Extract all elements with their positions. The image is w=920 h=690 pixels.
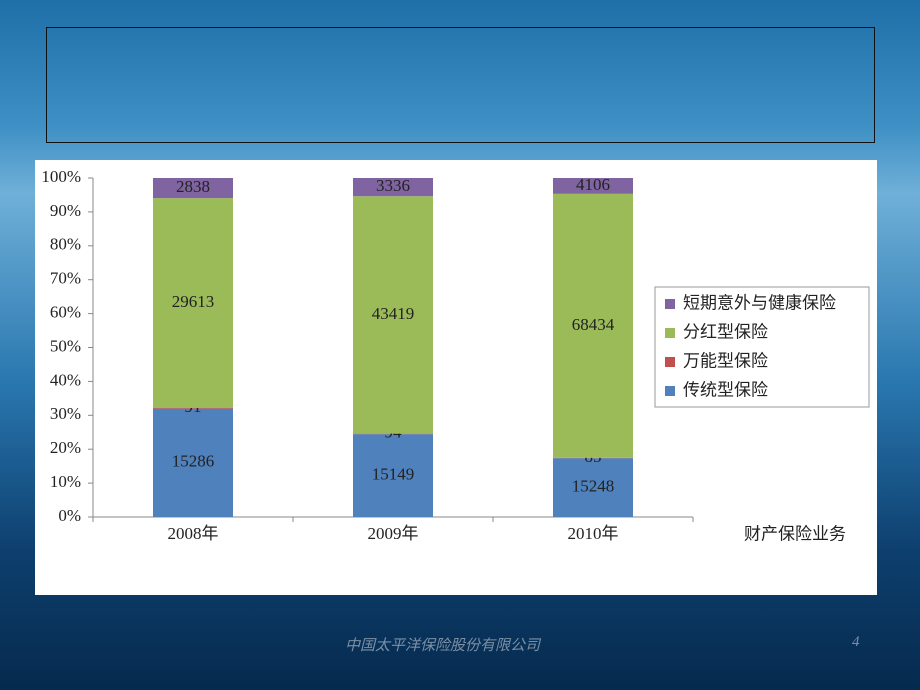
bar-segment: [353, 434, 433, 517]
bar-segment: [553, 178, 633, 194]
legend-label: 短期意外与健康保险: [683, 293, 836, 312]
value-label: 2838: [176, 177, 210, 196]
y-tick-label: 90%: [50, 201, 81, 220]
y-tick-label: 50%: [50, 336, 81, 355]
value-label: 29613: [172, 292, 215, 311]
y-tick-label: 60%: [50, 303, 81, 322]
y-tick-label: 70%: [50, 269, 81, 288]
value-label: 68434: [572, 315, 615, 334]
legend-box: [654, 286, 870, 408]
legend-label: 万能型保险: [683, 351, 768, 370]
bar-segment: [153, 408, 233, 517]
x-axis-label: 财产保险业务: [744, 524, 846, 543]
value-label: 4106: [576, 175, 610, 194]
value-label: 15248: [572, 476, 615, 495]
x-tick-label: 2008年: [168, 524, 219, 543]
value-label: 15286: [172, 452, 215, 471]
y-tick-label: 10%: [50, 472, 81, 491]
legend-swatch: [665, 328, 675, 338]
bar-segment: [553, 193, 633, 458]
page-number: 4: [852, 634, 860, 650]
y-tick-label: 30%: [50, 404, 81, 423]
value-label: 15149: [372, 464, 415, 483]
legend-label: 分红型保险: [683, 322, 768, 341]
legend-label: 传统型保险: [683, 380, 768, 399]
y-tick-label: 20%: [50, 438, 81, 457]
bar-segment: [353, 433, 433, 435]
value-label: 3336: [376, 176, 410, 195]
bar-segment: [353, 196, 433, 434]
title-box: [46, 27, 875, 143]
legend-swatch: [665, 299, 675, 309]
legend-swatch: [665, 386, 675, 396]
bar-segment: [553, 458, 633, 517]
bar-segment: [153, 178, 233, 199]
x-tick-label: 2010年: [568, 524, 619, 543]
value-label: 43419: [372, 304, 415, 323]
bar-segment: [353, 178, 433, 197]
bar-segment: [153, 408, 233, 409]
y-tick-label: 40%: [50, 370, 81, 389]
footer-company: 中国太平洋保险股份有限公司: [345, 638, 541, 654]
y-tick-label: 80%: [50, 235, 81, 254]
y-tick-label: 0%: [58, 506, 81, 525]
x-tick-label: 2009年: [368, 524, 419, 543]
legend-swatch: [665, 357, 675, 367]
y-tick-label: 100%: [41, 167, 81, 186]
bar-segment: [153, 198, 233, 409]
